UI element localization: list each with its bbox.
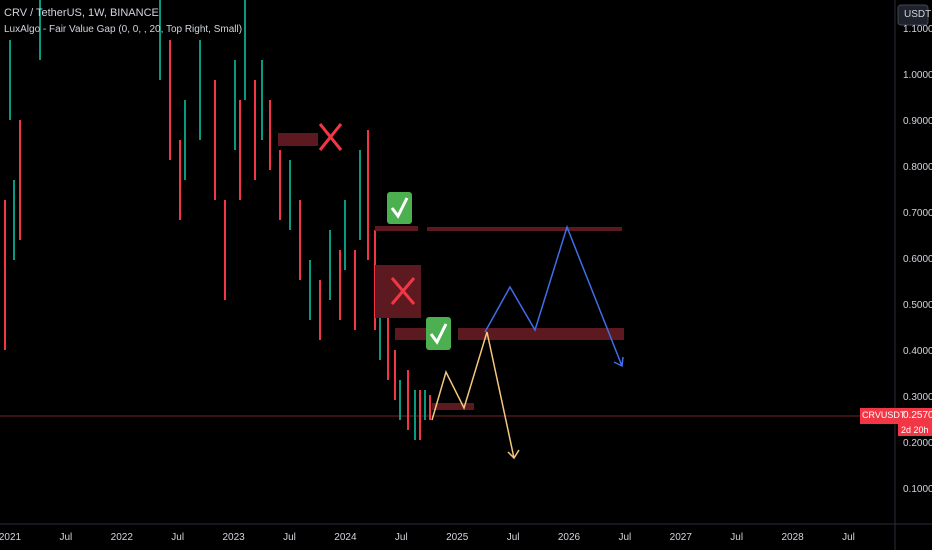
time-label: 2021 bbox=[0, 532, 22, 543]
symbol-title: CRV / TetherUS, 1W, BINANCE bbox=[4, 7, 159, 19]
price-label: 0.9000 bbox=[903, 116, 932, 127]
time-label: 2027 bbox=[669, 532, 692, 543]
time-label: 2025 bbox=[446, 532, 469, 543]
time-label: 2026 bbox=[557, 532, 581, 543]
time-label: Jul bbox=[394, 532, 408, 543]
check-mark bbox=[390, 197, 409, 219]
indicator-label: LuxAlgo - Fair Value Gap (0, 0, , 20, To… bbox=[4, 24, 243, 35]
cross-icon bbox=[318, 123, 343, 151]
currency-button[interactable] bbox=[897, 4, 929, 26]
fvg-zone bbox=[375, 265, 421, 318]
price-label: 0.7000 bbox=[903, 208, 932, 219]
price-label: 0.4000 bbox=[903, 346, 932, 357]
time-label: 2023 bbox=[222, 532, 245, 543]
check-icon bbox=[387, 192, 412, 224]
price-tag bbox=[860, 408, 932, 424]
time-label: Jul bbox=[59, 532, 73, 543]
fvg-zone bbox=[427, 227, 622, 231]
fvg-zone bbox=[458, 328, 624, 340]
countdown-tag bbox=[898, 424, 932, 436]
candles bbox=[4, 0, 431, 440]
price-label: 0.5000 bbox=[903, 300, 932, 311]
price-label: 0.2000 bbox=[903, 438, 932, 449]
time-label: Jul bbox=[618, 532, 632, 543]
time-label: 2028 bbox=[781, 532, 804, 543]
price-label: 1.1000 bbox=[903, 24, 932, 35]
countdown: 2d 20h bbox=[901, 425, 929, 435]
projection-path bbox=[484, 224, 624, 368]
time-label: Jul bbox=[842, 532, 855, 543]
price-label: 0.3000 bbox=[903, 392, 932, 403]
time-label: 2024 bbox=[334, 532, 357, 543]
projection-path bbox=[431, 331, 520, 460]
price-value: 0.2570 bbox=[903, 410, 932, 421]
price-label: 0.8000 bbox=[903, 162, 932, 173]
time-label: 2022 bbox=[110, 532, 133, 543]
price-label: 1.0000 bbox=[903, 70, 932, 81]
check-icon bbox=[426, 317, 451, 350]
fvg-zone bbox=[432, 403, 474, 410]
fvg-zone bbox=[278, 133, 318, 146]
time-label: Jul bbox=[730, 532, 744, 543]
price-label: 0.1000 bbox=[903, 484, 932, 495]
fvg-zone bbox=[395, 328, 430, 340]
fvg-zone bbox=[375, 226, 418, 231]
time-label: Jul bbox=[171, 532, 185, 543]
symbol-tag: CRVUSDT bbox=[862, 410, 906, 420]
time-label: Jul bbox=[506, 532, 520, 543]
price-label: 0.6000 bbox=[903, 254, 932, 265]
time-label: Jul bbox=[283, 532, 296, 543]
check-mark bbox=[429, 323, 448, 345]
cross-icon bbox=[390, 277, 416, 305]
currency-label[interactable]: USDT bbox=[904, 9, 932, 20]
